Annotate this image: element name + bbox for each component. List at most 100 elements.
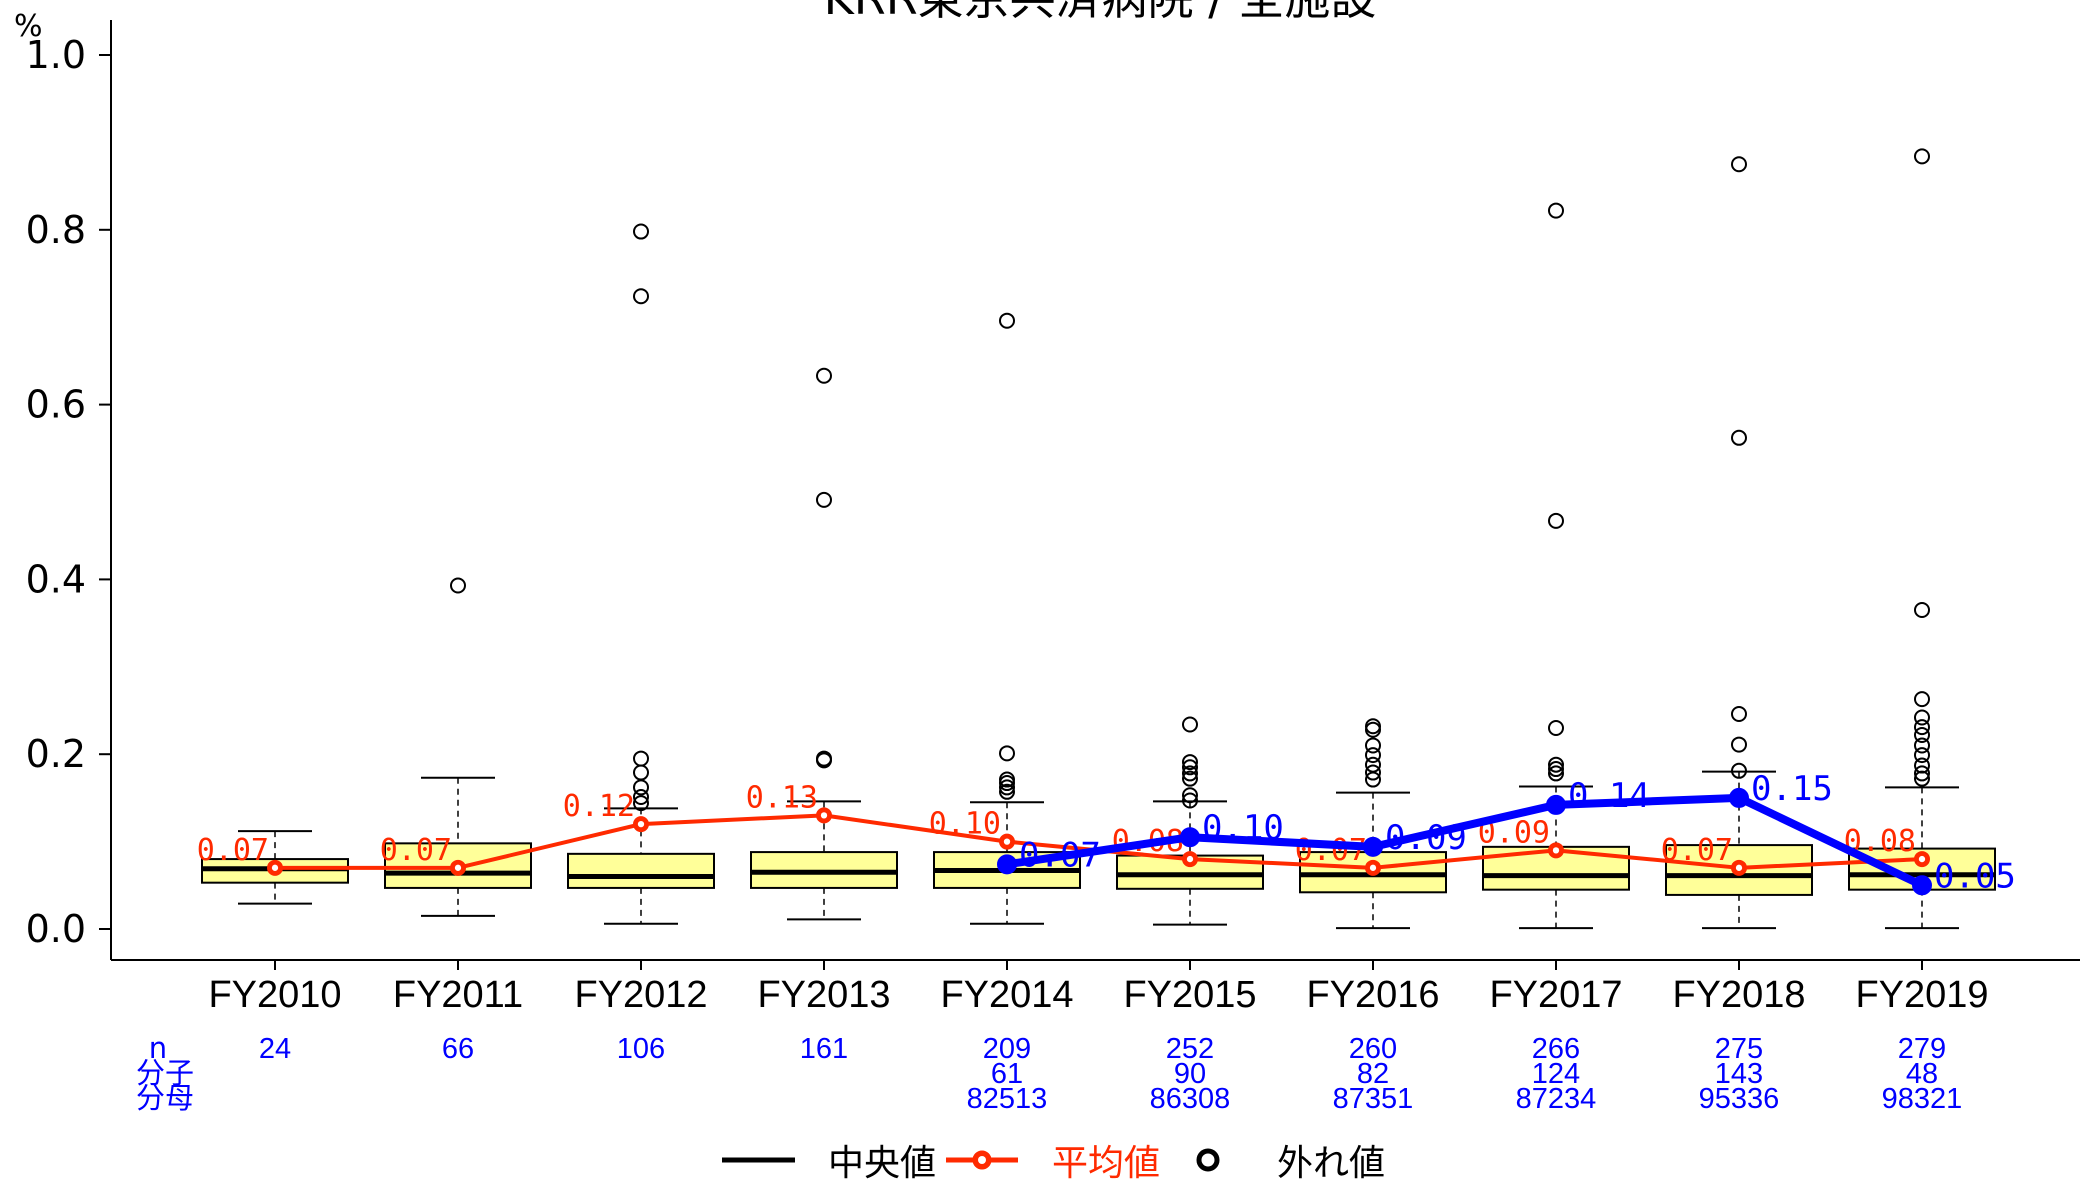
count-denominator: 87351 [1333, 1083, 1414, 1115]
y-ticks: 0.0 0.2 0.4 0.6 0.8 1.0 [26, 33, 111, 951]
outlier-point [1914, 691, 1930, 708]
mean-point-center [1918, 855, 1926, 863]
y-unit-label: % [14, 9, 43, 44]
outlier-point [1182, 765, 1198, 782]
outlier-point [1731, 705, 1747, 722]
x-ticks: FY2010 FY2011 FY2012 FY2013 FY2014 FY2015 FY20… [208, 960, 1989, 1016]
mean-point-center [454, 864, 462, 871]
chart-title: KRR東京共済病院 / 全施設 [824, 0, 1377, 25]
mean-value-label: 0.13 [746, 780, 818, 815]
count-denominator: 87234 [1516, 1083, 1597, 1115]
count-n: 266 [1532, 1033, 1580, 1065]
hospital-point [1546, 794, 1566, 815]
count-n: 106 [617, 1033, 665, 1065]
hospital-value-label: 0.15 [1751, 769, 1833, 809]
mean-point-center [820, 812, 828, 819]
hospital-point [1729, 787, 1749, 808]
box-FY2012 [567, 223, 715, 925]
iqr-box [567, 852, 715, 889]
y-tick-label: 1.0 [26, 33, 86, 77]
outlier-point [1914, 726, 1930, 743]
mean-point-center [1552, 847, 1560, 854]
outlier-point [1548, 512, 1564, 529]
outlier-point [816, 750, 832, 767]
hospital-point [1363, 836, 1383, 857]
outlier-point [633, 750, 649, 767]
outlier-point [816, 491, 832, 508]
outlier-point [633, 223, 649, 240]
count-denominator: 86308 [1150, 1083, 1231, 1115]
outlier-point [1914, 601, 1930, 618]
box-group [201, 148, 1996, 930]
mean-value-label: 0.07 [197, 833, 269, 868]
outlier-point [1182, 754, 1198, 771]
count-row-label: 分子 [136, 1056, 194, 1090]
hospital-value-label: 0.07 [1019, 835, 1101, 875]
hospital-point [997, 854, 1017, 875]
outlier-point [1182, 787, 1198, 804]
count-n: 252 [1166, 1033, 1214, 1065]
outlier-point [1548, 202, 1564, 219]
outlier-point [1365, 747, 1381, 764]
outlier-point [633, 789, 649, 806]
count-n: 209 [983, 1033, 1031, 1065]
mean-point-center [637, 820, 645, 828]
outlier-point [1914, 709, 1930, 726]
outlier-point [1914, 747, 1930, 764]
outlier-point [1914, 757, 1930, 774]
count-row-label: n [149, 1031, 167, 1065]
outlier-point [1914, 148, 1930, 165]
count-denominator: 82513 [967, 1083, 1048, 1115]
outlier-point [1914, 719, 1930, 736]
hospital-value-label: 0.09 [1385, 818, 1467, 858]
hospital-value-label: 0.14 [1568, 776, 1650, 816]
outlier-point [1548, 761, 1564, 778]
count-numerator: 143 [1715, 1058, 1763, 1090]
box-FY2013 [750, 367, 898, 921]
legend-mean-point-center [978, 1156, 986, 1164]
count-numerator: 124 [1532, 1058, 1580, 1090]
x-tick-label: FY2012 [574, 974, 707, 1016]
x-tick-label: FY2011 [393, 974, 523, 1016]
count-numerator: 48 [1906, 1058, 1938, 1090]
outlier-point [1548, 765, 1564, 782]
x-tick-label: FY2015 [1123, 974, 1256, 1016]
outlier-point [1182, 716, 1198, 733]
mean-value-label: 0.07 [380, 833, 452, 868]
x-tick-label: FY2018 [1672, 974, 1805, 1016]
y-tick-label: 0.2 [26, 732, 86, 776]
hospital-value-label: 0.05 [1934, 856, 2016, 896]
count-n: 66 [442, 1033, 474, 1065]
outlier-point [633, 779, 649, 796]
x-tick-label: FY2017 [1489, 974, 1622, 1016]
hospital-series: 0.07 0.10 0.09 0.14 0.15 0.05 [997, 769, 2016, 896]
count-row-label: 分母 [136, 1081, 194, 1115]
outlier-point [999, 312, 1015, 329]
outlier-point [633, 288, 649, 305]
mean-value-label: 0.07 [1661, 833, 1733, 868]
count-denominator: 95336 [1699, 1083, 1780, 1115]
legend: 中央値 平均値 外れ値 [722, 1143, 1385, 1180]
count-numerator: 82 [1357, 1058, 1389, 1090]
mean-value-label: 0.12 [563, 789, 635, 824]
hospital-point [1180, 827, 1200, 848]
legend-outlier-swatch [1196, 1148, 1220, 1172]
mean-point-center [1735, 864, 1743, 871]
outlier-point [1182, 770, 1198, 787]
count-n: 260 [1349, 1033, 1397, 1065]
count-n: 275 [1715, 1033, 1763, 1065]
count-numerator: 61 [991, 1058, 1023, 1090]
outlier-point [1731, 429, 1747, 446]
mean-point-center [1003, 838, 1011, 845]
box-FY2019 [1848, 148, 1996, 930]
count-n: 161 [800, 1033, 848, 1065]
x-tick-label: FY2016 [1306, 974, 1439, 1016]
outlier-point [633, 764, 649, 781]
outlier-point [999, 745, 1015, 762]
mean-series: 0.07 0.070.12 0.130.10 0.08 0.07 0.09 0.07 0.08 [197, 780, 1930, 876]
mean-value-label: 0.07 [1295, 833, 1367, 868]
y-tick-label: 0.4 [26, 557, 86, 601]
outlier-point [1914, 737, 1930, 754]
outlier-point [1182, 792, 1198, 809]
